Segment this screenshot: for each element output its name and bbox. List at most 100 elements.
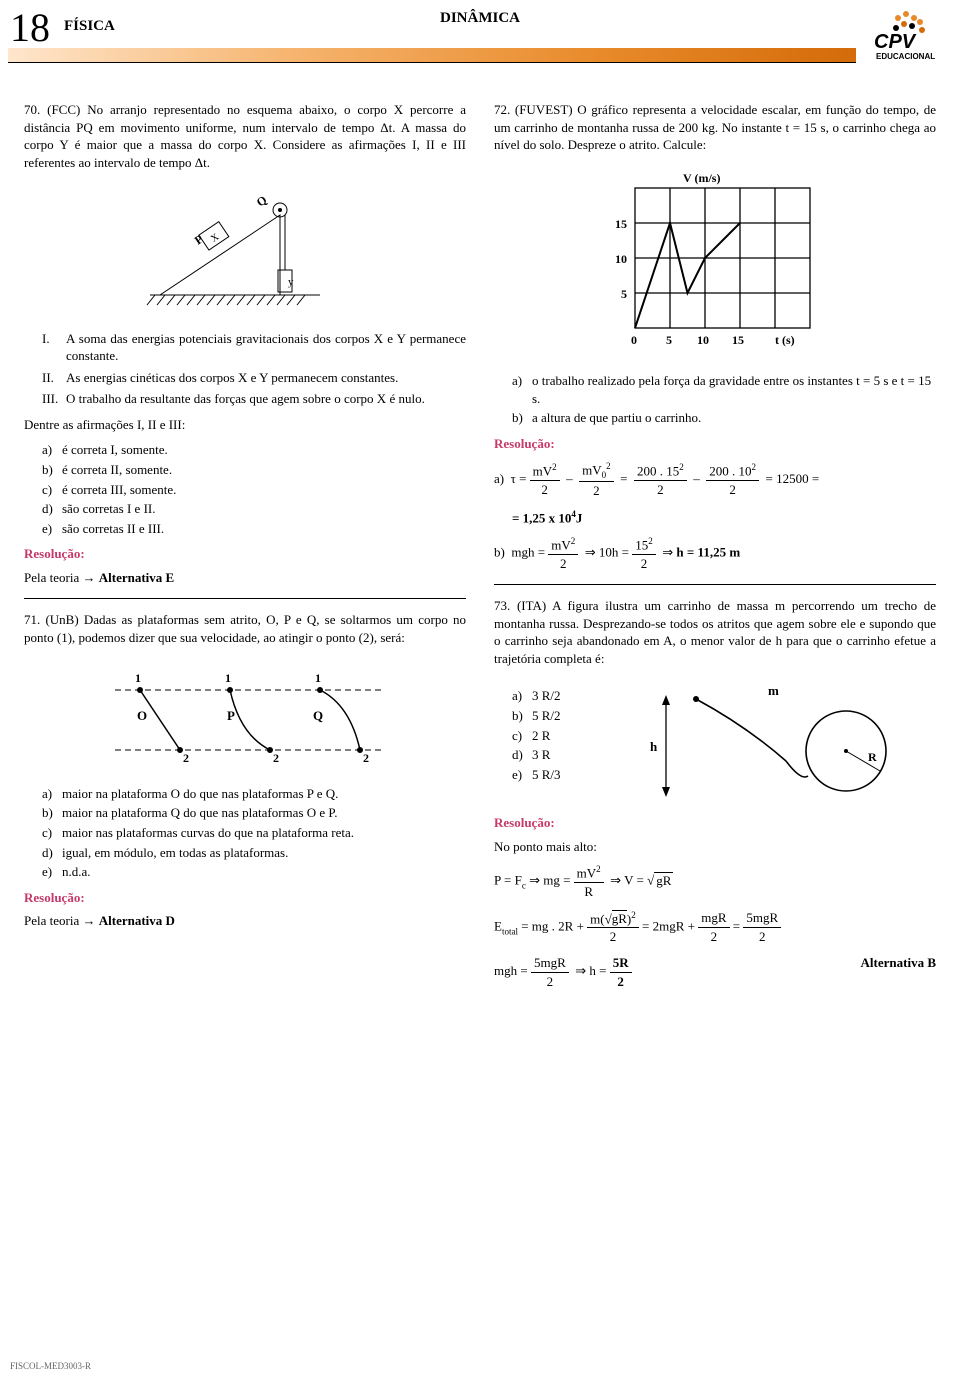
- alt-an: c): [512, 727, 532, 745]
- q73-sol-line4: mgh = 5mgR2 ⇒ h = 5R2 Alternativa B: [494, 954, 936, 990]
- q73-sol-line3: Etotal = mg . 2R + m(√gR)22 = 2mgR + mgR…: [494, 909, 936, 946]
- q73-number: 73.: [494, 598, 510, 613]
- stmt-text: O trabalho da resultante das forças que …: [66, 390, 425, 408]
- q70-diagram: y X P Q: [24, 185, 466, 320]
- q71-resol-text: Pela teoria → Alternativa D: [24, 912, 466, 930]
- q73-sol-line2: P = Fc ⇒ mg = mV2R ⇒ V = √gR: [494, 863, 936, 900]
- alt-text: é correta III, somente.: [62, 481, 176, 499]
- page-number: 18: [10, 8, 50, 48]
- logo-sub-text: EDUCACIONAL: [876, 52, 935, 61]
- alt-an: a): [42, 785, 62, 803]
- svg-text:0: 0: [631, 333, 637, 347]
- brand-logo: CPV EDUCACIONAL: [868, 2, 942, 67]
- subq-an: b): [512, 409, 532, 427]
- q72-number: 72.: [494, 102, 510, 117]
- svg-text:2: 2: [363, 751, 369, 765]
- svg-text:2: 2: [273, 751, 279, 765]
- alt-an: e): [512, 766, 532, 784]
- svg-text:R: R: [868, 750, 877, 764]
- q73-diagram: h m R: [636, 681, 916, 806]
- q71-resol-label: Resolução:: [24, 889, 466, 907]
- header-rule: [8, 62, 856, 63]
- page-footer-code: FISCOL-MED3003-R: [10, 1360, 91, 1372]
- question-73: 73. (ITA) A figura ilustra um carrinho d…: [494, 597, 936, 667]
- alt-an: a): [42, 441, 62, 459]
- alt-text: maior na plataforma Q do que nas platafo…: [62, 804, 337, 822]
- alt-text: 3 R/2: [532, 687, 561, 705]
- svg-text:h: h: [650, 739, 658, 754]
- q73-resol-label: Resolução:: [494, 814, 936, 832]
- subq-text: o trabalho realizado pela força da gravi…: [532, 372, 936, 407]
- svg-text:P: P: [227, 708, 235, 723]
- svg-text:2: 2: [183, 751, 189, 765]
- q73-answer: Alternativa B: [861, 954, 936, 972]
- svg-text:1: 1: [225, 671, 231, 685]
- stmt-rn: III.: [42, 390, 66, 408]
- svg-text:10: 10: [615, 252, 627, 266]
- svg-text:15: 15: [615, 217, 627, 231]
- alt-text: é correta II, somente.: [62, 461, 172, 479]
- q71-alts: a)maior na plataforma O do que nas plata…: [42, 785, 466, 881]
- svg-text:Q: Q: [313, 708, 323, 723]
- q72-subq: a)o trabalho realizado pela força da gra…: [512, 372, 936, 427]
- subq-an: a): [512, 372, 532, 407]
- stmt-rn: I.: [42, 330, 66, 365]
- alt-an: b): [42, 461, 62, 479]
- divider: [24, 598, 466, 599]
- q70-statements: I.A soma das energias potenciais gravita…: [42, 330, 466, 408]
- svg-text:CPV: CPV: [874, 31, 917, 53]
- alt-text: 5 R/2: [532, 707, 561, 725]
- q71-text: (UnB) Dadas as plataformas sem atrito, O…: [24, 612, 466, 645]
- stmt-rn: II.: [42, 369, 66, 387]
- svg-text:t (s): t (s): [775, 333, 795, 347]
- alt-an: d): [512, 746, 532, 764]
- svg-text:y: y: [288, 276, 294, 288]
- alt-an: e): [42, 863, 62, 881]
- alt-text: são corretas I e II.: [62, 500, 155, 518]
- q73-text: (ITA) A figura ilustra um carrinho de ma…: [494, 598, 936, 666]
- alt-an: b): [512, 707, 532, 725]
- q72-sol-b: b) mgh = mV22 ⇒ 10h = 1522 ⇒ h = 11,25 m: [494, 535, 936, 572]
- alt-an: d): [42, 500, 62, 518]
- svg-text:1: 1: [135, 671, 141, 685]
- svg-text:m: m: [768, 683, 779, 698]
- q72-resol-label: Resolução:: [494, 435, 936, 453]
- content-columns: 70. (FCC) No arranjo representado no esq…: [0, 101, 960, 1028]
- q73-sol-line1: No ponto mais alto:: [494, 838, 936, 856]
- alt-an: c): [42, 824, 62, 842]
- alt-text: 2 R: [532, 727, 550, 745]
- svg-text:15: 15: [732, 333, 744, 347]
- left-column: 70. (FCC) No arranjo representado no esq…: [24, 101, 466, 998]
- subject-label: FÍSICA: [64, 16, 115, 36]
- q70-resol-label: Resolução:: [24, 545, 466, 563]
- svg-text:V (m/s): V (m/s): [683, 171, 720, 185]
- stmt-text: As energias cinéticas dos corpos X e Y p…: [66, 369, 398, 387]
- alt-an: e): [42, 520, 62, 538]
- svg-text:1: 1: [315, 671, 321, 685]
- q72-sol-a-result: = 1,25 x 104J: [512, 508, 936, 527]
- subq-text: a altura de que partiu o carrinho.: [532, 409, 701, 427]
- alt-text: 5 R/3: [532, 766, 561, 784]
- alt-an: d): [42, 844, 62, 862]
- q72-chart: V (m/s) 15 10 5 0: [494, 168, 936, 363]
- topic-label: DINÂMICA: [440, 8, 520, 28]
- alt-an: a): [512, 687, 532, 705]
- q73-alts: a)3 R/2 b)5 R/2 c)2 R d)3 R e)5 R/3: [512, 687, 622, 785]
- svg-text:5: 5: [621, 287, 627, 301]
- q72-sol-a: a) τ = mV22 – mV022 = 200 . 1522 – 200 .…: [494, 460, 936, 500]
- question-70: 70. (FCC) No arranjo representado no esq…: [24, 101, 466, 171]
- alt-text: são corretas II e III.: [62, 520, 164, 538]
- alt-text: maior nas plataformas curvas do que na p…: [62, 824, 354, 842]
- stmt-text: A soma das energias potenciais gravitaci…: [66, 330, 466, 365]
- alt-text: maior na plataforma O do que nas platafo…: [62, 785, 338, 803]
- q71-diagram: 1 2 O 1 2 P 1 2 Q: [24, 660, 466, 775]
- alt-text: é correta I, somente.: [62, 441, 168, 459]
- alt-an: b): [42, 804, 62, 822]
- svg-text:Q: Q: [254, 193, 270, 210]
- alt-text: n.d.a.: [62, 863, 91, 881]
- right-column: 72. (FUVEST) O gráfico representa a velo…: [494, 101, 936, 998]
- svg-text:5: 5: [666, 333, 672, 347]
- question-72: 72. (FUVEST) O gráfico representa a velo…: [494, 101, 936, 154]
- alt-text: igual, em módulo, em todas as plataforma…: [62, 844, 288, 862]
- q70-prompt: Dentre as afirmações I, II e III:: [24, 416, 466, 434]
